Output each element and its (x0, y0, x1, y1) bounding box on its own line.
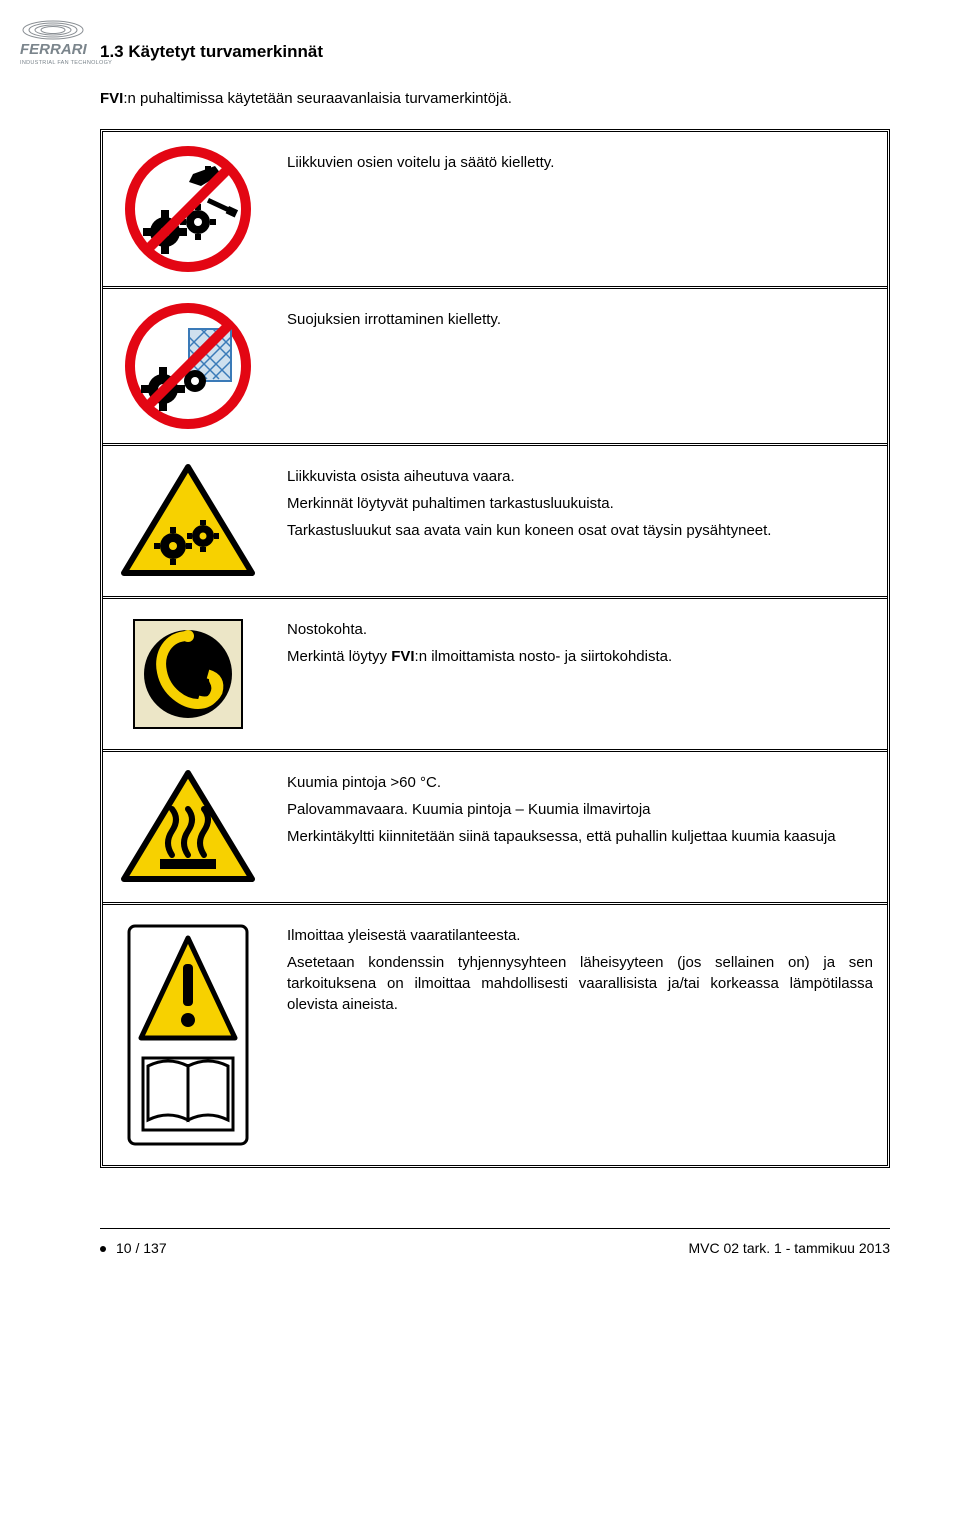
page-number: 10 / 137 (100, 1239, 167, 1259)
row-text: Liikkuvista osista aiheutuva vaara. (287, 466, 873, 487)
page-footer: 10 / 137 MVC 02 tark. 1 - tammikuu 2013 (0, 1229, 960, 1277)
intro-text: FVI:n puhaltimissa käytetään seuraavanla… (100, 88, 890, 109)
prohibition-lubrication-icon (103, 132, 273, 286)
row-text: Nostokohta. (287, 619, 873, 640)
row-text: Suojuksien irrottaminen kielletty. (287, 309, 873, 330)
row-text: Ilmoittaa yleisestä vaaratilanteesta. (287, 925, 873, 946)
row-text: Asetetaan kondenssin tyhjennysyhteen läh… (287, 952, 873, 1015)
warning-hot-surface-icon (103, 752, 273, 902)
safety-signs-table: Liikkuvien osien voitelu ja säätö kielle… (100, 129, 890, 1168)
table-row: Ilmoittaa yleisestä vaaratilanteesta. As… (103, 905, 887, 1165)
table-row: Kuumia pintoja >60 °C. Palovammavaara. K… (103, 752, 887, 905)
row-text: Liikkuvien osien voitelu ja säätö kielle… (287, 152, 873, 173)
brand-logo: FERRARI INDUSTRIAL FAN TECHNOLOGY (18, 12, 118, 67)
svg-text:INDUSTRIAL FAN TECHNOLOGY: INDUSTRIAL FAN TECHNOLOGY (20, 60, 112, 66)
table-row: Liikkuvien osien voitelu ja säätö kielle… (103, 132, 887, 289)
row-text: Palovammavaara. Kuumia pintoja – Kuumia … (287, 799, 873, 820)
table-row: Nostokohta. Merkintä löytyy FVI:n ilmoit… (103, 599, 887, 752)
row-text: Tarkastusluukut saa avata vain kun konee… (287, 520, 873, 541)
general-hazard-read-manual-icon (103, 905, 273, 1165)
section-title: 1.3 Käytetyt turvamerkinnät (100, 40, 890, 64)
table-row: Suojuksien irrottaminen kielletty. (103, 289, 887, 446)
row-text: Merkintäkyltti kiinnitetään siinä tapauk… (287, 826, 873, 847)
row-text: Merkintä löytyy FVI:n ilmoittamista nost… (287, 646, 873, 667)
row-text: Merkinnät löytyvät puhaltimen tarkastusl… (287, 493, 873, 514)
prohibition-remove-guards-icon (103, 289, 273, 443)
lifting-point-icon (103, 599, 273, 749)
footer-right: MVC 02 tark. 1 - tammikuu 2013 (688, 1239, 890, 1259)
table-row: Liikkuvista osista aiheutuva vaara. Merk… (103, 446, 887, 599)
row-text: Kuumia pintoja >60 °C. (287, 772, 873, 793)
brand-text: FERRARI (20, 41, 87, 58)
warning-moving-parts-icon (103, 446, 273, 596)
